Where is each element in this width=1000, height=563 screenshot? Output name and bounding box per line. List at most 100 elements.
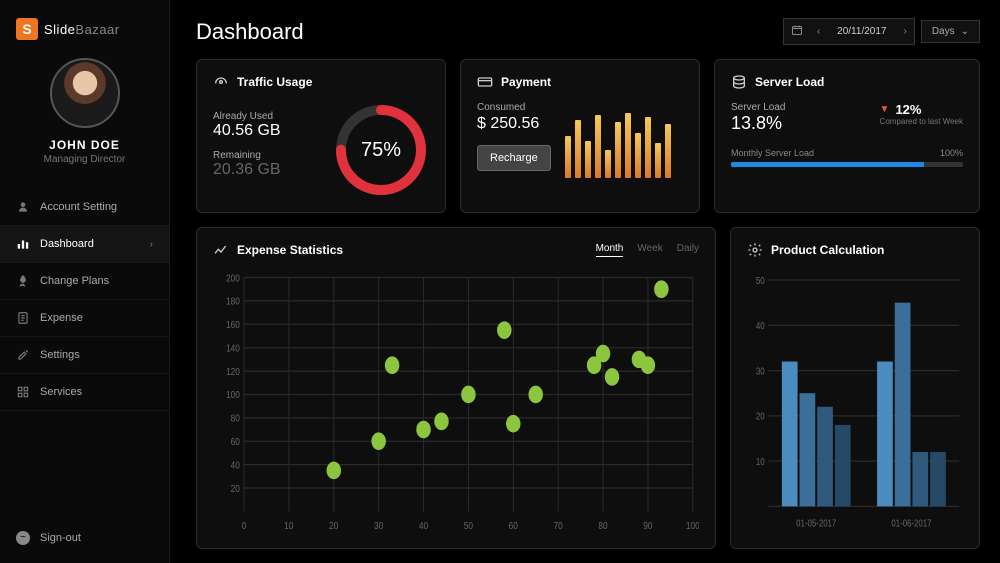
calendar-icon[interactable] bbox=[784, 19, 810, 44]
used-value: 40.56 GB bbox=[213, 122, 281, 140]
nav-label: Dashboard bbox=[40, 238, 94, 250]
date-mode-label: Days bbox=[932, 26, 955, 37]
page-title: Dashboard bbox=[196, 19, 304, 45]
server-load-block: Server Load 13.8% bbox=[731, 102, 785, 134]
traffic-title: Traffic Usage bbox=[237, 75, 312, 89]
brand-name: SlideBazaar bbox=[44, 22, 120, 37]
brand-logo: S SlideBazaar bbox=[0, 0, 169, 50]
svg-text:90: 90 bbox=[643, 520, 652, 531]
user-title: Managing Director bbox=[0, 154, 169, 165]
nav-label: Services bbox=[40, 386, 82, 398]
user-icon bbox=[16, 200, 30, 214]
product-card: Product Calculation 102030405001-05-2017… bbox=[730, 227, 980, 549]
svg-text:40: 40 bbox=[419, 520, 428, 531]
svg-text:30: 30 bbox=[374, 520, 383, 531]
expense-tabs: Month Week Daily bbox=[596, 243, 699, 257]
bars-icon bbox=[16, 237, 30, 251]
sidebar: S SlideBazaar JOHN DOE Managing Director… bbox=[0, 0, 170, 563]
avatar[interactable] bbox=[50, 58, 120, 128]
date-control: ‹ 20/11/2017 › Days ⌄ bbox=[783, 18, 980, 45]
brand-name-1: Slide bbox=[44, 22, 75, 37]
note-icon bbox=[16, 311, 30, 325]
expense-title: Expense Statistics bbox=[237, 243, 343, 257]
payment-left: Consumed $ 250.56 Recharge bbox=[477, 102, 551, 171]
payment-bars bbox=[565, 108, 671, 178]
nav-item-services[interactable]: Services bbox=[0, 374, 169, 411]
user-block: JOHN DOE Managing Director bbox=[0, 50, 169, 181]
nav-item-dashboard[interactable]: Dashboard› bbox=[0, 226, 169, 263]
progress-pct-label: 100% bbox=[940, 148, 963, 158]
chevron-down-icon: ⌄ bbox=[961, 26, 969, 37]
date-prev-button[interactable]: ‹ bbox=[810, 21, 827, 42]
payment-bar bbox=[665, 124, 671, 178]
payment-bar bbox=[605, 150, 611, 178]
nav-item-expense[interactable]: Expense bbox=[0, 300, 169, 337]
traffic-card: Traffic Usage Already Used 40.56 GB Rema… bbox=[196, 59, 446, 213]
date-value[interactable]: 20/11/2017 bbox=[827, 21, 896, 42]
svg-text:100: 100 bbox=[686, 520, 699, 531]
server-icon bbox=[731, 74, 747, 90]
svg-text:50: 50 bbox=[756, 275, 765, 286]
svg-text:20: 20 bbox=[329, 520, 338, 531]
consumed-value: $ 250.56 bbox=[477, 115, 551, 133]
payment-bar bbox=[645, 117, 651, 178]
svg-text:140: 140 bbox=[226, 343, 240, 354]
svg-text:40: 40 bbox=[231, 460, 240, 471]
traffic-stats: Already Used 40.56 GB Remaining 20.36 GB bbox=[213, 111, 281, 189]
payment-title: Payment bbox=[501, 75, 551, 89]
svg-text:80: 80 bbox=[231, 413, 240, 424]
nav-item-change-plans[interactable]: Change Plans bbox=[0, 263, 169, 300]
tab-month[interactable]: Month bbox=[596, 243, 624, 257]
svg-text:60: 60 bbox=[231, 436, 240, 447]
payment-card: Payment Consumed $ 250.56 Recharge bbox=[460, 59, 700, 213]
svg-text:10: 10 bbox=[284, 520, 293, 531]
bottom-row: Expense Statistics Month Week Daily 20 40 60… bbox=[196, 227, 980, 549]
date-mode-select[interactable]: Days ⌄ bbox=[921, 20, 980, 43]
svg-text:40: 40 bbox=[756, 320, 765, 331]
server-card: Server Load Server Load 13.8% ▼ 12% Comp… bbox=[714, 59, 980, 213]
scatter-chart: 2040608010012014016018020001020304050607… bbox=[213, 270, 699, 534]
gauge-icon bbox=[213, 74, 229, 90]
svg-text:70: 70 bbox=[554, 520, 563, 531]
brand-name-2: Bazaar bbox=[75, 22, 119, 37]
expense-card: Expense Statistics Month Week Daily 20 40 60… bbox=[196, 227, 716, 549]
tab-daily[interactable]: Daily bbox=[677, 243, 699, 257]
nav-item-settings[interactable]: Settings bbox=[0, 337, 169, 374]
nav-label: Account Setting bbox=[40, 201, 117, 213]
server-delta: ▼ 12% Compared to last Week bbox=[880, 102, 963, 126]
svg-text:80: 80 bbox=[598, 520, 607, 531]
payment-bar bbox=[655, 143, 661, 178]
svg-text:50: 50 bbox=[464, 520, 473, 531]
svg-text:120: 120 bbox=[226, 366, 240, 377]
grid-icon bbox=[16, 385, 30, 399]
traffic-donut: 75% bbox=[333, 102, 429, 198]
server-progress: Monthly Server Load 100% bbox=[731, 148, 963, 167]
svg-text:60: 60 bbox=[509, 520, 518, 531]
brand-icon: S bbox=[16, 18, 38, 40]
svg-text:20: 20 bbox=[756, 411, 765, 422]
main: Dashboard ‹ 20/11/2017 › Days ⌄ bbox=[170, 0, 1000, 563]
recharge-button[interactable]: Recharge bbox=[477, 145, 551, 171]
payment-bar bbox=[595, 115, 601, 178]
svg-text:0: 0 bbox=[242, 520, 247, 531]
donut-label: 75% bbox=[333, 102, 429, 198]
tab-week[interactable]: Week bbox=[637, 243, 662, 257]
svg-text:200: 200 bbox=[226, 273, 240, 284]
top-cards-row: Traffic Usage Already Used 40.56 GB Rema… bbox=[196, 59, 980, 213]
product-title: Product Calculation bbox=[771, 243, 884, 257]
remaining-value: 20.36 GB bbox=[213, 161, 281, 179]
nav-item-account-setting[interactable]: Account Setting bbox=[0, 189, 169, 226]
server-load-value: 13.8% bbox=[731, 113, 785, 134]
server-title: Server Load bbox=[755, 75, 824, 89]
rocket-icon bbox=[16, 274, 30, 288]
remaining-label: Remaining bbox=[213, 150, 281, 161]
svg-text:10: 10 bbox=[756, 456, 765, 467]
date-box: ‹ 20/11/2017 › bbox=[783, 18, 915, 45]
payment-bar bbox=[565, 136, 571, 178]
consumed-label: Consumed bbox=[477, 102, 551, 113]
server-load-label: Server Load bbox=[731, 102, 785, 113]
svg-text:180: 180 bbox=[226, 296, 240, 307]
signout-button[interactable]: − Sign-out bbox=[0, 513, 169, 563]
svg-text:100: 100 bbox=[226, 389, 240, 400]
date-next-button[interactable]: › bbox=[896, 21, 913, 42]
